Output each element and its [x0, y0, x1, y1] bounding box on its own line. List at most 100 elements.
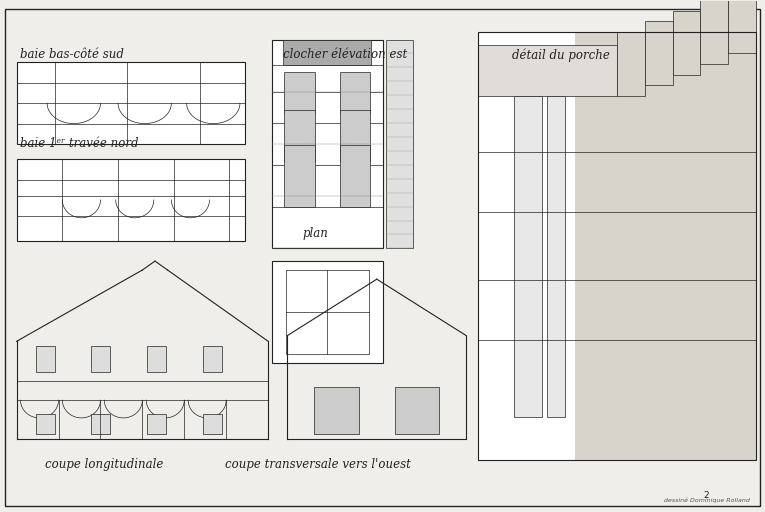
Bar — [728, 0, 756, 53]
Bar — [621, 294, 666, 317]
Bar — [272, 39, 382, 248]
Bar — [283, 39, 372, 65]
Bar — [621, 318, 666, 341]
Text: détail du porche: détail du porche — [512, 48, 610, 61]
Bar — [575, 389, 620, 412]
Bar — [667, 437, 711, 460]
Bar — [575, 342, 620, 365]
Bar — [621, 223, 666, 246]
Bar — [621, 270, 666, 293]
Bar — [386, 39, 413, 248]
Bar — [575, 270, 620, 293]
Text: plan: plan — [302, 227, 328, 240]
Bar — [575, 152, 620, 175]
Bar — [667, 199, 711, 222]
Polygon shape — [122, 189, 140, 211]
Bar — [546, 96, 565, 417]
Text: baie 1ᵉʳ travée nord: baie 1ᵉʳ travée nord — [21, 137, 139, 151]
Bar — [672, 11, 700, 75]
Bar — [667, 104, 711, 127]
Text: clocher élévation est: clocher élévation est — [283, 48, 408, 61]
Bar — [36, 346, 55, 372]
Bar — [713, 80, 757, 103]
Bar — [340, 72, 370, 113]
Bar — [621, 127, 666, 151]
Bar — [285, 145, 315, 207]
Bar — [285, 110, 315, 161]
Text: baie bas-côté sud: baie bas-côté sud — [21, 48, 125, 61]
Bar — [621, 413, 666, 436]
Bar — [203, 346, 222, 372]
Bar — [314, 387, 359, 434]
Bar — [575, 223, 620, 246]
Bar — [203, 414, 222, 434]
Bar — [667, 175, 711, 198]
Bar — [667, 152, 711, 175]
Bar — [667, 342, 711, 365]
Ellipse shape — [314, 300, 341, 325]
Bar — [575, 413, 620, 436]
Bar — [285, 270, 369, 354]
Bar — [36, 414, 55, 434]
Bar — [713, 413, 757, 436]
Bar — [645, 22, 672, 86]
Bar — [575, 127, 620, 151]
Bar — [575, 33, 620, 56]
Bar — [17, 159, 246, 241]
Text: coupe longitudinale: coupe longitudinale — [45, 458, 164, 471]
Bar — [617, 32, 645, 96]
Bar — [621, 33, 666, 56]
Bar — [575, 365, 620, 389]
Bar — [667, 80, 711, 103]
Bar — [621, 389, 666, 412]
Bar — [621, 152, 666, 175]
Bar — [575, 199, 620, 222]
Bar — [575, 56, 620, 79]
Bar — [713, 365, 757, 389]
Bar — [667, 33, 711, 56]
Bar — [713, 152, 757, 175]
Bar — [667, 270, 711, 293]
Bar — [91, 346, 110, 372]
Bar — [91, 414, 110, 434]
Bar — [713, 389, 757, 412]
Bar — [713, 127, 757, 151]
Bar — [478, 45, 617, 96]
Bar — [667, 127, 711, 151]
Bar — [667, 389, 711, 412]
Bar — [340, 110, 370, 161]
Bar — [340, 145, 370, 207]
Bar — [575, 318, 620, 341]
Bar — [621, 246, 666, 270]
Bar — [575, 175, 620, 198]
Polygon shape — [117, 89, 145, 117]
Bar — [713, 199, 757, 222]
Bar — [713, 223, 757, 246]
Bar — [478, 32, 756, 460]
Bar — [285, 72, 315, 113]
Bar — [700, 0, 728, 64]
Bar — [395, 387, 439, 434]
Bar — [713, 56, 757, 79]
Bar — [575, 437, 620, 460]
Bar — [514, 96, 542, 417]
Bar — [621, 80, 666, 103]
Bar — [575, 104, 620, 127]
Bar — [667, 365, 711, 389]
Bar — [621, 342, 666, 365]
Bar — [667, 318, 711, 341]
Polygon shape — [366, 179, 388, 279]
Bar — [713, 33, 757, 56]
Bar — [478, 32, 575, 460]
Bar — [17, 62, 246, 144]
Bar — [621, 365, 666, 389]
Bar — [575, 246, 620, 270]
Bar — [147, 346, 166, 372]
Bar — [713, 318, 757, 341]
Bar — [621, 437, 666, 460]
Bar — [713, 294, 757, 317]
Bar — [713, 246, 757, 270]
Bar — [667, 413, 711, 436]
Text: 2: 2 — [704, 491, 709, 500]
Bar — [713, 437, 757, 460]
